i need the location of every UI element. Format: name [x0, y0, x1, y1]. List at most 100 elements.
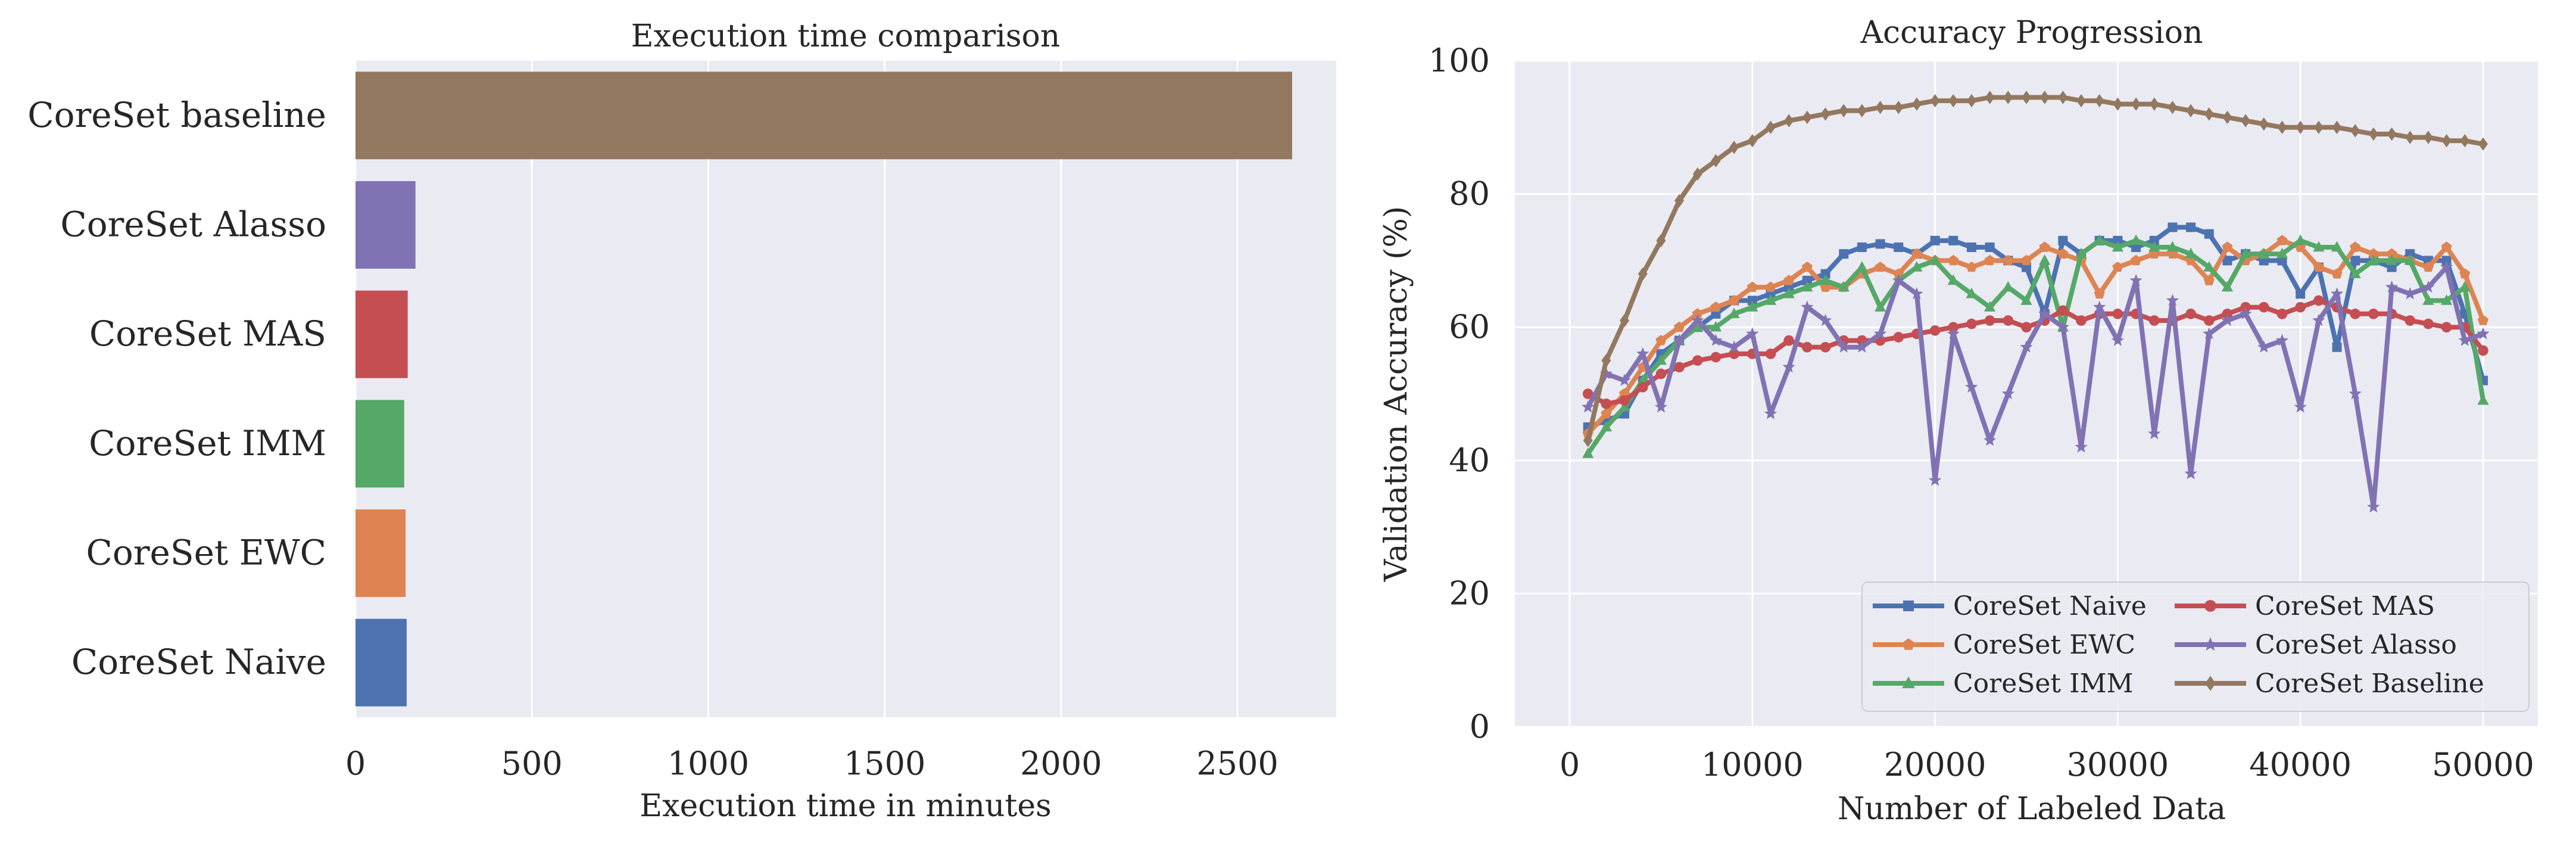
- data-point: [1729, 141, 1739, 154]
- data-point: [2130, 234, 2142, 245]
- data-point: [1620, 313, 1630, 328]
- data-point: [2350, 256, 2360, 266]
- data-point: [2331, 241, 2343, 252]
- data-point: [1966, 318, 1977, 329]
- data-point: [1709, 334, 1723, 346]
- data-point: [2349, 387, 2362, 400]
- data-point: [2313, 120, 2324, 134]
- data-point: [1655, 368, 1667, 380]
- data-point: [2075, 247, 2087, 259]
- data-point: [2076, 315, 2087, 326]
- data-point: [2094, 94, 2104, 108]
- data-point: [1911, 97, 1922, 111]
- data-point: [1837, 340, 1850, 353]
- data-point: [1656, 234, 1666, 248]
- data-point: [2313, 241, 2325, 252]
- data-point: [2186, 222, 2196, 232]
- data-point: [2294, 400, 2307, 413]
- data-point: [2241, 114, 2251, 127]
- line-x-tick-label: 10000: [1701, 746, 1804, 783]
- data-point: [1894, 242, 1904, 253]
- data-point: [1784, 114, 1794, 127]
- data-point: [2441, 134, 2452, 148]
- data-point: [2058, 91, 2068, 104]
- data-point: [1692, 321, 1704, 332]
- data-point: [2423, 318, 2434, 329]
- data-point: [2240, 301, 2251, 313]
- data-point: [2312, 313, 2325, 326]
- data-point: [1984, 301, 1996, 312]
- data-point: [1903, 601, 1914, 611]
- data-point: [1783, 287, 1795, 298]
- line-y-tick-label: 60: [1449, 308, 1490, 346]
- data-point: [2257, 340, 2271, 353]
- legend-label: CoreSet EWC: [1953, 630, 2135, 660]
- data-point: [2350, 124, 2360, 138]
- data-point: [2477, 327, 2490, 340]
- data-point: [2477, 394, 2489, 405]
- data-point: [1747, 134, 1757, 148]
- data-point: [2149, 235, 2159, 245]
- line-y-tick-label: 40: [1449, 441, 1490, 479]
- bar-category-label: CoreSet Naive: [71, 642, 326, 682]
- data-point: [2148, 427, 2161, 440]
- data-point: [2039, 91, 2050, 104]
- data-point: [1857, 242, 1867, 253]
- data-point: [2204, 600, 2216, 612]
- data-point: [2441, 256, 2452, 266]
- data-point: [1966, 262, 1978, 272]
- line-x-ticks: 0 10000 20000 30000 40000 50000: [1560, 746, 2534, 783]
- line-chart-title: Accuracy Progression: [1860, 15, 2203, 51]
- legend-entry: CoreSet EWC: [1873, 630, 2135, 660]
- line-y-tick-label: 0: [1470, 708, 1490, 745]
- data-point: [2076, 94, 2086, 108]
- data-point: [1892, 273, 1905, 286]
- data-point: [1839, 104, 1849, 117]
- data-point: [2222, 256, 2232, 266]
- data-point: [2294, 234, 2306, 245]
- bar-category-labels: CoreSet baseline CoreSet Alasso CoreSet MA…: [27, 95, 326, 682]
- legend-entry: CoreSet Alasso: [2175, 630, 2457, 660]
- data-point: [2203, 275, 2215, 285]
- data-point: [1618, 401, 1630, 412]
- data-point: [2003, 254, 2014, 266]
- data-point: [1820, 341, 1831, 353]
- data-point: [1967, 94, 1976, 108]
- data-point: [1710, 301, 1722, 312]
- data-point: [1729, 294, 1740, 306]
- series-coreset-baseline: [1583, 91, 2488, 447]
- line-y-tick-label: 100: [1429, 42, 1490, 79]
- data-point: [2276, 309, 2288, 319]
- data-point: [2459, 281, 2471, 292]
- data-point: [1747, 296, 1757, 306]
- data-point: [2221, 281, 2234, 292]
- data-point: [1692, 355, 1703, 366]
- data-point: [1984, 254, 1995, 266]
- data-point: [2349, 268, 2361, 278]
- bar-x-tick-label: 1000: [668, 745, 749, 782]
- data-point: [2148, 315, 2160, 326]
- data-point: [1911, 248, 1923, 259]
- data-point: [2003, 315, 2014, 326]
- data-point: [1947, 327, 1960, 340]
- data-point: [1873, 327, 1887, 340]
- data-point: [1764, 407, 1777, 419]
- data-point: [1637, 382, 1648, 393]
- line-x-tick-label: 30000: [2066, 746, 2169, 783]
- data-point: [1783, 275, 1795, 285]
- legend-entry: CoreSet Naive: [1873, 591, 2147, 621]
- data-point: [2405, 249, 2415, 259]
- data-point: [1838, 281, 1850, 292]
- legend-label: CoreSet MAS: [2255, 591, 2435, 621]
- data-point: [2022, 91, 2031, 104]
- data-point: [1966, 242, 1976, 253]
- line-y-tick-label: 20: [1449, 574, 1490, 612]
- data-point: [2168, 101, 2178, 114]
- data-point: [1875, 262, 1886, 272]
- data-point: [1764, 294, 1777, 305]
- data-point: [2204, 229, 2214, 239]
- data-point: [1636, 347, 1649, 359]
- data-point: [2259, 301, 2269, 313]
- data-point: [1746, 327, 1759, 340]
- data-point: [1583, 434, 1593, 447]
